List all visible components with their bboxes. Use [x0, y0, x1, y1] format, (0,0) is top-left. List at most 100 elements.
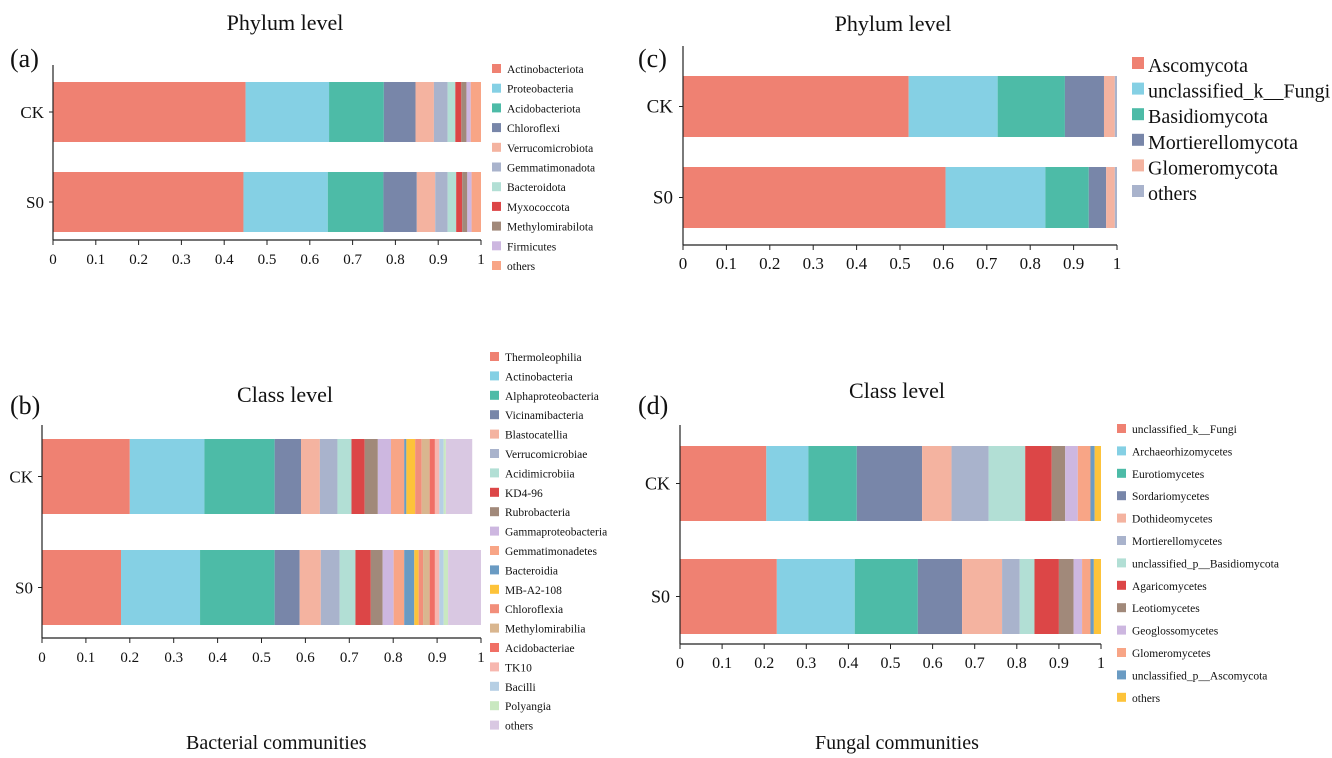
bar-segment-s0-12: [404, 550, 415, 625]
legend-swatch: [1117, 558, 1126, 568]
x-tick-label: 0.2: [120, 650, 139, 666]
bar-segment-s0-20: [448, 550, 481, 625]
x-tick-label: 0.3: [796, 655, 816, 672]
legend-label: Verrucomicrobiota: [507, 143, 593, 155]
x-tick-label: 0.9: [1063, 254, 1084, 273]
bar-segment-s0-14: [418, 550, 424, 625]
legend-label: Firmicutes: [507, 241, 557, 253]
panel-label: (c): [638, 44, 667, 73]
bar-segment-s0-15: [423, 550, 430, 625]
bar-segment-s0-7: [1019, 559, 1035, 634]
legend-swatch: [492, 221, 501, 231]
x-tick-label: 0.5: [252, 650, 271, 666]
bar-segment-ck-16: [429, 439, 435, 514]
legend-swatch: [492, 162, 501, 172]
legend-swatch: [1117, 603, 1126, 613]
bar-segment-ck-8: [351, 439, 365, 514]
legend-label: others: [505, 721, 534, 733]
bar-segment-s0-1: [42, 550, 122, 625]
legend-swatch: [490, 390, 499, 400]
bar-segment-s0-11: [393, 550, 405, 625]
legend-label: Acidobacteriota: [507, 103, 580, 115]
x-tick-label: 0.6: [933, 254, 954, 273]
legend-label: others: [507, 261, 536, 273]
bar-segment-ck-11: [391, 439, 405, 514]
bar-segment-ck-3: [997, 76, 1065, 137]
legend-swatch: [490, 449, 499, 458]
legend-swatch: [490, 584, 499, 594]
legend-label: Sordariomycetes: [1132, 491, 1210, 503]
chart-title: Class level: [849, 378, 945, 403]
legend-label: Gammaproteobacteria: [505, 527, 607, 539]
legend-swatch: [490, 623, 499, 633]
bar-segment-s0-3: [854, 559, 918, 634]
legend-swatch: [490, 681, 499, 691]
legend-label: unclassified_k__Fungi: [1148, 81, 1331, 103]
legend-label: Gemmatimonadota: [507, 163, 595, 175]
bar-segment-ck-9: [461, 82, 467, 142]
category-label: CK: [20, 103, 44, 122]
bar-segment-s0-5: [962, 559, 1003, 634]
bar-segment-ck-1: [42, 439, 130, 514]
legend-swatch: [490, 565, 499, 575]
legend-swatch: [490, 526, 499, 536]
panel-label: (d): [638, 391, 668, 420]
legend-swatch: [1132, 57, 1144, 69]
bar-segment-s0-9: [462, 172, 468, 232]
bar-segment-s0-6: [1002, 559, 1020, 634]
x-tick-label: 0: [676, 655, 684, 672]
legend-label: Basidiomycota: [1148, 106, 1268, 128]
x-tick-label: 0.6: [300, 252, 319, 268]
x-tick-label: 0.6: [296, 650, 315, 666]
legend-label: unclassified_k__Fungi: [1132, 424, 1237, 436]
bar-segment-ck-3: [204, 439, 275, 514]
x-tick-label: 0: [38, 650, 46, 666]
bar-segment-ck-11: [470, 82, 481, 142]
bar-segment-s0-4: [274, 550, 300, 625]
legend-swatch: [492, 64, 501, 73]
legend-swatch: [1132, 82, 1144, 95]
x-tick-label: 0.4: [838, 655, 858, 672]
legend-label: Gemmatimonadetes: [505, 546, 597, 558]
bar-segment-ck-6: [433, 82, 448, 142]
panel-label: (b): [10, 391, 40, 420]
legend-label: unclassified_p__Ascomycota: [1132, 670, 1267, 682]
fungal-caption: Fungal communities: [815, 732, 979, 754]
bar-segment-s0-5: [416, 172, 436, 232]
bar-segment-ck-7: [447, 82, 456, 142]
bar-segment-ck-12: [404, 439, 407, 514]
x-tick-label: 0.3: [803, 254, 824, 273]
bar-segment-ck-5: [922, 446, 952, 521]
bar-segment-ck-8: [455, 82, 462, 142]
bar-segment-s0-3: [200, 550, 275, 625]
bar-segment-ck-11: [1077, 446, 1091, 521]
bar-segment-s0-3: [327, 172, 384, 232]
bar-segment-s0-8: [355, 550, 371, 625]
x-tick-label: 0.5: [258, 252, 277, 268]
x-tick-label: 0.8: [386, 252, 405, 268]
bar-segment-s0-19: [443, 550, 449, 625]
legend-label: Dothideomycetes: [1132, 514, 1213, 526]
bar-segment-ck-5: [415, 82, 434, 142]
bar-segment-ck-12: [1090, 446, 1095, 521]
x-tick-label: 0.2: [754, 655, 774, 672]
x-tick-label: 0.1: [712, 655, 732, 672]
legend-label: Eurotiomycetes: [1132, 469, 1205, 481]
legend-label: Glomeromycota: [1148, 157, 1278, 179]
bar-segment-ck-6: [1114, 76, 1117, 137]
x-tick-label: 0.1: [77, 650, 96, 666]
bar-segment-s0-5: [1106, 167, 1115, 228]
category-label: S0: [15, 579, 33, 598]
x-tick-label: 0: [679, 254, 688, 273]
bar-segment-ck-4: [1064, 76, 1104, 137]
category-label: S0: [26, 193, 44, 212]
bar-segment-ck-17: [434, 439, 440, 514]
legend-swatch: [490, 643, 499, 652]
bar-segment-ck-13: [406, 439, 416, 514]
x-tick-label: 1: [477, 252, 485, 268]
bar-segment-ck-2: [766, 446, 809, 521]
x-tick-label: 0.1: [86, 252, 105, 268]
legend-swatch: [1117, 446, 1126, 456]
legend-swatch: [490, 604, 499, 614]
bar-segment-s0-17: [434, 550, 440, 625]
